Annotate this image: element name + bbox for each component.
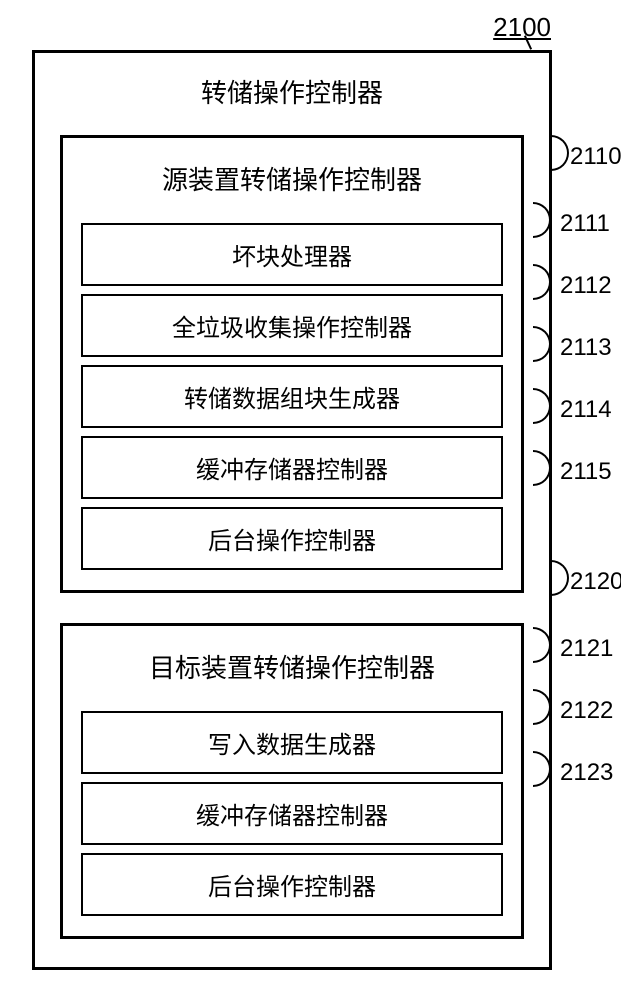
background-operation-controller-2: 后台操作控制器: [81, 853, 503, 916]
ref-curve-2120: [551, 560, 569, 596]
bad-block-processor: 坏块处理器: [81, 223, 503, 286]
ref-2112: 2112: [560, 272, 612, 300]
source-controller-box: 源装置转储操作控制器 坏块处理器 全垃圾收集操作控制器 转储数据组块生成器 缓冲…: [60, 135, 524, 593]
top-reference-label: 2100: [493, 12, 551, 43]
ref-2123: 2123: [560, 759, 613, 787]
target-controller-title: 目标装置转储操作控制器: [63, 626, 521, 703]
ref-2114: 2114: [560, 396, 612, 424]
ref-2121: 2121: [560, 635, 613, 663]
source-controller-title: 源装置转储操作控制器: [63, 138, 521, 215]
ref-2113: 2113: [560, 334, 612, 362]
outer-controller-box: 转储操作控制器 源装置转储操作控制器 坏块处理器 全垃圾收集操作控制器 转储数据…: [32, 50, 552, 970]
ref-2115: 2115: [560, 458, 612, 486]
ref-2120: 2120: [570, 568, 621, 596]
ref-2111: 2111: [560, 210, 610, 238]
ref-curve-2110: [551, 135, 569, 171]
dump-data-chunk-generator: 转储数据组块生成器: [81, 365, 503, 428]
write-data-generator: 写入数据生成器: [81, 711, 503, 774]
target-controller-box: 目标装置转储操作控制器 写入数据生成器 缓冲存储器控制器 后台操作控制器: [60, 623, 524, 939]
buffer-memory-controller-1: 缓冲存储器控制器: [81, 436, 503, 499]
ref-2122: 2122: [560, 697, 613, 725]
outer-title: 转储操作控制器: [35, 53, 549, 130]
background-operation-controller-1: 后台操作控制器: [81, 507, 503, 570]
garbage-collection-controller: 全垃圾收集操作控制器: [81, 294, 503, 357]
ref-2110: 2110: [570, 143, 621, 171]
buffer-memory-controller-2: 缓冲存储器控制器: [81, 782, 503, 845]
